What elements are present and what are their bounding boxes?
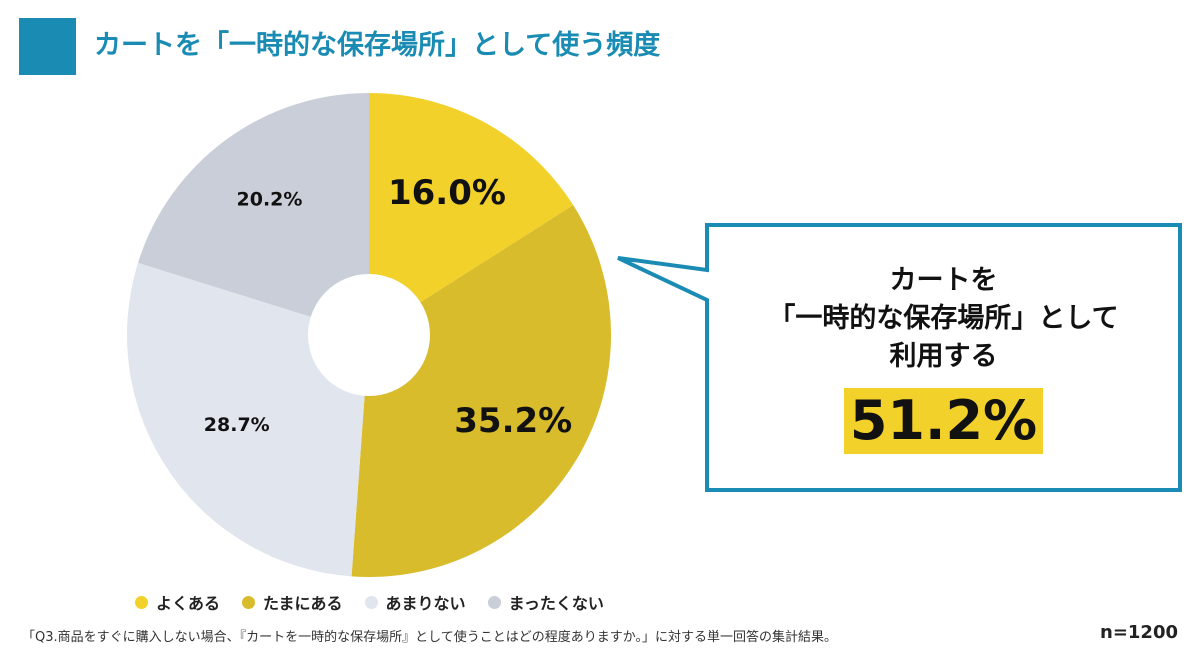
pie-slice [351, 205, 611, 578]
callout-line-1: カートを [889, 265, 998, 296]
legend-dot-icon [242, 595, 256, 609]
legend-label: たまにある [263, 594, 343, 613]
callout-line-3: 利用する [889, 341, 998, 372]
slice-label: 35.2% [454, 401, 572, 441]
footnote: 「Q3.商品をすぐに購入しない場合、『カートを一時的な保存場所』として使うことは… [22, 630, 837, 645]
legend-label: あまりない [385, 594, 466, 613]
legend-item: あまりない [364, 590, 466, 614]
legend-dot-icon [487, 595, 501, 609]
page-title: カートを「一時的な保存場所」として使う頻度 [94, 30, 661, 61]
pie-slice [369, 93, 574, 335]
slice-label: 20.2% [237, 189, 303, 211]
slice-label: 16.0% [388, 173, 506, 213]
pie-slice [138, 93, 369, 335]
legend-item: まったくない [487, 590, 604, 614]
callout-value: 51.2% [843, 388, 1044, 454]
slice-label: 28.7% [204, 414, 270, 436]
legend-dot-icon [364, 595, 378, 609]
legend-label: まったくない [508, 594, 604, 613]
legend-label: よくある [156, 594, 221, 613]
legend: よくある たまにある あまりない まったくない [135, 590, 626, 614]
title-square-icon [19, 18, 76, 75]
legend-item: たまにある [242, 590, 343, 614]
donut-hole [308, 274, 430, 396]
sample-size: n=1200 [1100, 622, 1178, 643]
legend-dot-icon [135, 595, 148, 609]
callout-line-2: 「一時的な保存場所」として [768, 303, 1119, 334]
legend-item: よくある [135, 590, 220, 614]
callout-text: カートを 「一時的な保存場所」として 利用する 51.2% [707, 225, 1180, 490]
